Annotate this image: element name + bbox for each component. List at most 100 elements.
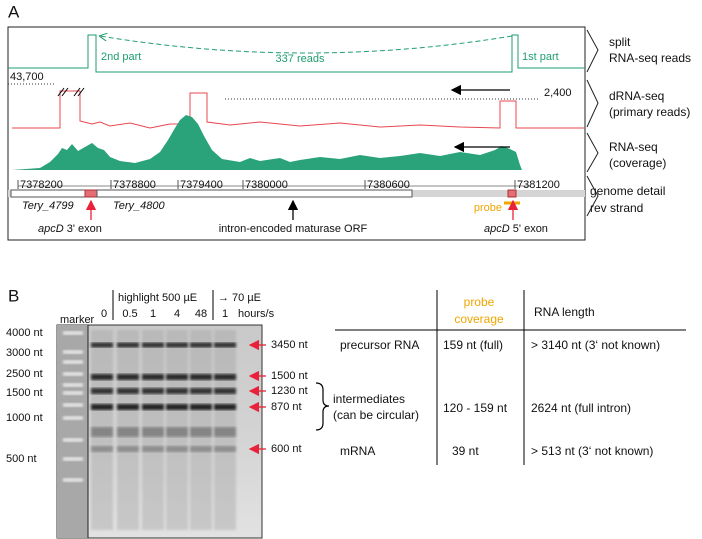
gel-band bbox=[63, 457, 83, 461]
size-marker: 3000 nt bbox=[6, 347, 43, 359]
ruler-ticks bbox=[17, 180, 516, 189]
brace bbox=[315, 382, 330, 431]
probe-label: probe bbox=[474, 202, 502, 214]
split-label: 1st part bbox=[522, 51, 559, 63]
gel-band bbox=[117, 427, 139, 437]
panel-a-frame bbox=[7, 26, 586, 241]
annotation-text: 5' exon bbox=[513, 223, 548, 235]
track-brackets bbox=[586, 29, 599, 217]
condition: highlight 500 µE bbox=[118, 292, 197, 304]
size-marker: 1000 nt bbox=[6, 412, 43, 424]
gel-band bbox=[63, 391, 83, 395]
band-label: 870 nt bbox=[271, 401, 302, 413]
track-label: rev strand bbox=[590, 201, 643, 215]
gene bbox=[10, 189, 88, 198]
time-unit: hours/s bbox=[238, 308, 275, 320]
band-label: 1500 nt bbox=[271, 370, 308, 382]
gel-band bbox=[63, 416, 83, 420]
gel-band bbox=[63, 478, 83, 482]
cell: > 513 nt (3‘ not known) bbox=[531, 444, 653, 458]
gel-band bbox=[63, 360, 83, 364]
track-label: RNA-seq reads bbox=[609, 51, 691, 65]
lane-label: 1 bbox=[150, 308, 156, 320]
gel-band bbox=[63, 438, 83, 442]
gel-bands bbox=[63, 330, 236, 530]
gel-band bbox=[142, 404, 164, 410]
annotation: apcD 5' exon bbox=[484, 223, 548, 235]
track-label: dRNA-seq bbox=[609, 89, 664, 103]
gel-band bbox=[117, 404, 139, 410]
annotation-text: 3' exon bbox=[67, 223, 102, 235]
marker-label: marker bbox=[60, 314, 95, 326]
lane-label: 4 bbox=[174, 308, 180, 320]
scale-label: 2,400 bbox=[544, 87, 572, 99]
column-header: probe bbox=[464, 295, 495, 309]
gel-band bbox=[166, 342, 188, 348]
cell: 39 nt bbox=[452, 444, 479, 458]
band-arrows bbox=[248, 339, 266, 455]
gene bbox=[96, 189, 413, 198]
gel-band bbox=[166, 404, 188, 410]
track-label: RNA-seq bbox=[609, 140, 658, 154]
gel-band bbox=[214, 404, 236, 410]
annotation: intron-encoded maturase ORF bbox=[219, 223, 368, 235]
coordinate: 7380600 bbox=[367, 179, 410, 191]
column-header: coverage bbox=[454, 312, 504, 326]
gel-band bbox=[214, 374, 236, 380]
marker-lane bbox=[57, 325, 88, 538]
gel-band bbox=[214, 388, 236, 394]
gel-band bbox=[91, 446, 113, 452]
gel-band bbox=[142, 342, 164, 348]
gel-band bbox=[117, 342, 139, 348]
gene-label: Tery_4800 bbox=[113, 200, 165, 212]
gel-band bbox=[166, 388, 188, 394]
cell: 2624 nt (full intron) bbox=[531, 401, 631, 415]
row-name: precursor RNA bbox=[340, 338, 419, 352]
split-count: 337 reads bbox=[276, 53, 325, 65]
gel-band bbox=[142, 427, 164, 437]
gel-band bbox=[63, 350, 83, 354]
panel-label: A bbox=[8, 2, 20, 21]
split-arc bbox=[100, 36, 513, 54]
coordinate: 7381200 bbox=[517, 179, 560, 191]
track-label: split bbox=[609, 35, 631, 49]
gel-band bbox=[166, 427, 188, 437]
annotation: apcD 3' exon bbox=[38, 223, 102, 235]
gel-band bbox=[142, 374, 164, 380]
lane-label: 0.5 bbox=[122, 308, 137, 320]
condition: → 70 µE bbox=[218, 292, 261, 304]
gel-band bbox=[117, 388, 139, 394]
gel-band bbox=[117, 374, 139, 380]
gel-band bbox=[142, 388, 164, 394]
exon bbox=[507, 189, 517, 198]
lane-label: 0 bbox=[101, 308, 107, 320]
cell: > 3140 nt (3‘ not known) bbox=[531, 338, 660, 352]
gel-band bbox=[190, 342, 212, 348]
column-header: RNA length bbox=[534, 305, 595, 319]
band-label: 1230 nt bbox=[271, 385, 308, 397]
track-label: (primary reads) bbox=[609, 105, 690, 119]
gel-band bbox=[63, 372, 83, 376]
gel-band bbox=[214, 342, 236, 348]
exon bbox=[84, 189, 98, 198]
gel-band bbox=[190, 427, 212, 437]
gel-band bbox=[91, 374, 113, 380]
coordinate: 7378800 bbox=[113, 179, 156, 191]
gene-name: apcD bbox=[38, 223, 64, 235]
coverage-area bbox=[12, 115, 522, 170]
gel-band bbox=[190, 446, 212, 452]
coordinate: 7379400 bbox=[180, 179, 223, 191]
gel-band bbox=[214, 427, 236, 437]
row-name: mRNA bbox=[340, 444, 375, 458]
gel-band bbox=[91, 388, 113, 394]
gel-band bbox=[190, 404, 212, 410]
gel-band bbox=[63, 403, 83, 407]
band-label: 600 nt bbox=[271, 443, 302, 455]
gel-band bbox=[91, 404, 113, 410]
coordinate: 7378200 bbox=[20, 179, 63, 191]
gel-band bbox=[190, 374, 212, 380]
gel-band bbox=[142, 446, 164, 452]
gel-band bbox=[190, 388, 212, 394]
panel-label: B bbox=[8, 286, 19, 305]
